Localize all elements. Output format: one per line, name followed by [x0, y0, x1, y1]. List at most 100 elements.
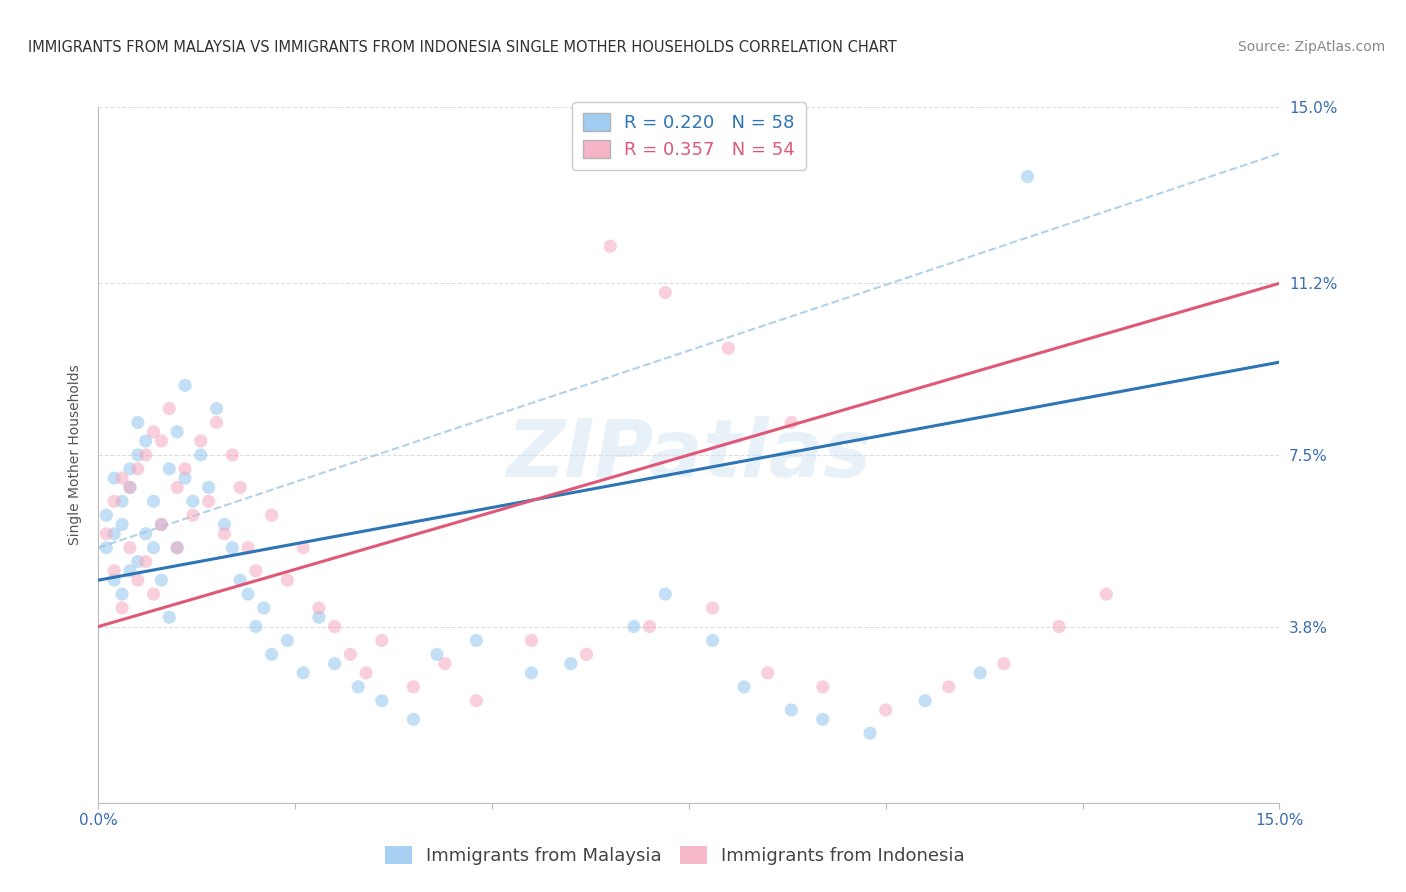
Point	[859, 726, 882, 740]
Point	[190, 434, 212, 448]
Point	[276, 573, 298, 587]
Point	[142, 541, 165, 555]
Point	[575, 648, 598, 662]
Point	[520, 633, 543, 648]
Point	[111, 517, 134, 532]
Point	[623, 619, 645, 633]
Point	[1095, 587, 1118, 601]
Point	[150, 517, 173, 532]
Point	[103, 564, 125, 578]
Point	[354, 665, 377, 680]
Point	[260, 648, 283, 662]
Point	[190, 448, 212, 462]
Point	[465, 633, 488, 648]
Point	[118, 564, 141, 578]
Point	[993, 657, 1015, 671]
Point	[135, 526, 157, 541]
Point	[702, 633, 724, 648]
Point	[103, 494, 125, 508]
Point	[96, 508, 118, 523]
Point	[654, 285, 676, 300]
Point	[875, 703, 897, 717]
Point	[181, 494, 204, 508]
Point	[914, 694, 936, 708]
Point	[323, 657, 346, 671]
Point	[135, 434, 157, 448]
Point	[135, 555, 157, 569]
Point	[118, 462, 141, 476]
Point	[197, 494, 219, 508]
Point	[157, 401, 180, 416]
Point	[245, 564, 267, 578]
Point	[118, 541, 141, 555]
Text: IMMIGRANTS FROM MALAYSIA VS IMMIGRANTS FROM INDONESIA SINGLE MOTHER HOUSEHOLDS C: IMMIGRANTS FROM MALAYSIA VS IMMIGRANTS F…	[28, 40, 897, 55]
Point	[221, 541, 243, 555]
Point	[150, 434, 173, 448]
Point	[197, 480, 219, 494]
Point	[111, 587, 134, 601]
Point	[733, 680, 755, 694]
Point	[702, 601, 724, 615]
Point	[292, 541, 315, 555]
Legend: Immigrants from Malaysia, Immigrants from Indonesia: Immigrants from Malaysia, Immigrants fro…	[375, 837, 974, 874]
Text: ZIPatlas: ZIPatlas	[506, 416, 872, 494]
Point	[811, 680, 834, 694]
Point	[245, 619, 267, 633]
Point	[339, 648, 361, 662]
Point	[308, 610, 330, 624]
Point	[142, 494, 165, 508]
Point	[638, 619, 661, 633]
Point	[111, 494, 134, 508]
Point	[127, 555, 149, 569]
Point	[103, 471, 125, 485]
Point	[780, 416, 803, 430]
Point	[1017, 169, 1039, 184]
Legend: R = 0.220   N = 58, R = 0.357   N = 54: R = 0.220 N = 58, R = 0.357 N = 54	[572, 103, 806, 169]
Point	[371, 694, 394, 708]
Point	[205, 416, 228, 430]
Point	[371, 633, 394, 648]
Y-axis label: Single Mother Households: Single Mother Households	[69, 365, 83, 545]
Point	[236, 541, 259, 555]
Point	[221, 448, 243, 462]
Point	[780, 703, 803, 717]
Point	[229, 573, 252, 587]
Point	[166, 541, 188, 555]
Point	[276, 633, 298, 648]
Point	[717, 341, 740, 355]
Text: Source: ZipAtlas.com: Source: ZipAtlas.com	[1237, 40, 1385, 54]
Point	[127, 416, 149, 430]
Point	[111, 471, 134, 485]
Point	[347, 680, 370, 694]
Point	[174, 378, 197, 392]
Point	[323, 619, 346, 633]
Point	[402, 712, 425, 726]
Point	[214, 517, 236, 532]
Point	[969, 665, 991, 680]
Point	[938, 680, 960, 694]
Point	[166, 541, 188, 555]
Point	[174, 462, 197, 476]
Point	[103, 573, 125, 587]
Point	[166, 425, 188, 439]
Point	[127, 462, 149, 476]
Point	[292, 665, 315, 680]
Point	[157, 462, 180, 476]
Point	[157, 610, 180, 624]
Point	[135, 448, 157, 462]
Point	[654, 587, 676, 601]
Point	[142, 587, 165, 601]
Point	[205, 401, 228, 416]
Point	[181, 508, 204, 523]
Point	[96, 526, 118, 541]
Point	[174, 471, 197, 485]
Point	[118, 480, 141, 494]
Point	[253, 601, 276, 615]
Point	[260, 508, 283, 523]
Point	[127, 573, 149, 587]
Point	[150, 517, 173, 532]
Point	[103, 526, 125, 541]
Point	[560, 657, 582, 671]
Point	[308, 601, 330, 615]
Point	[127, 448, 149, 462]
